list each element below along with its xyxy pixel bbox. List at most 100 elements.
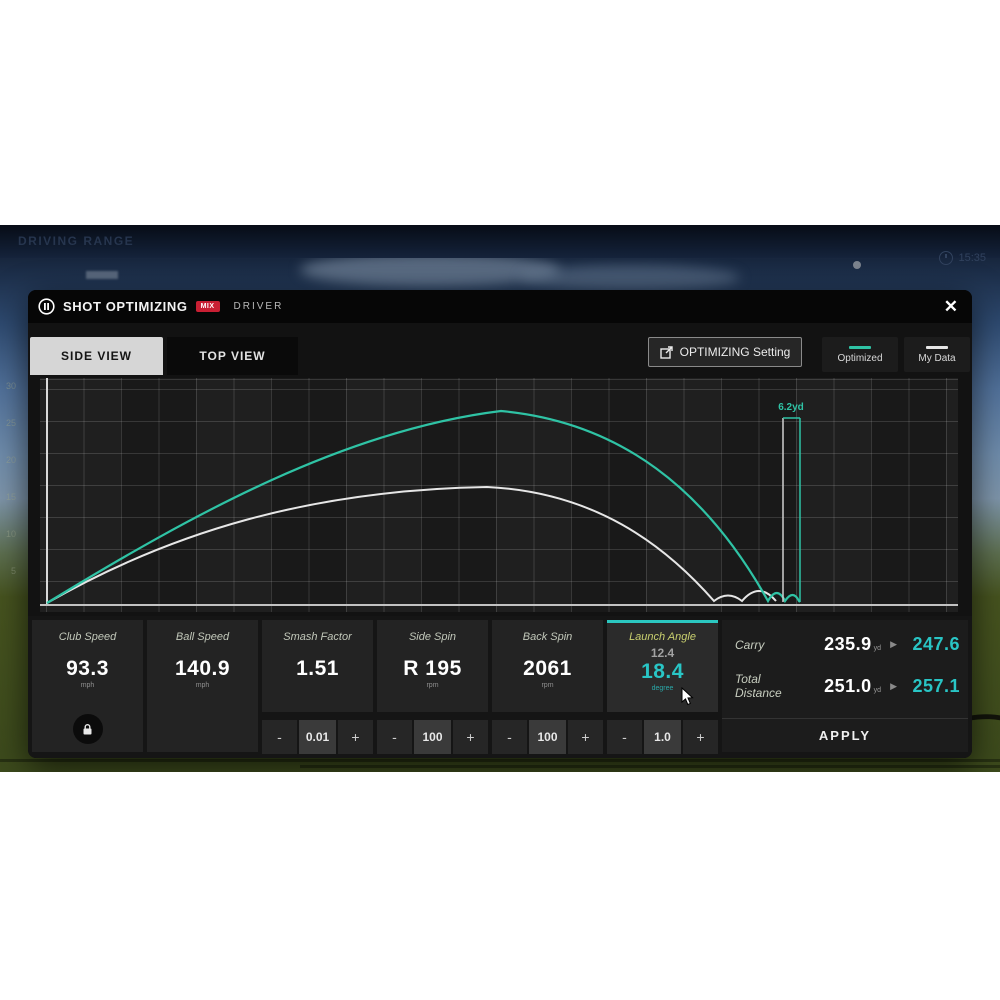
stat-value: 2061 xyxy=(523,657,572,680)
carry-row: Carry 235.9 yd ▶ 247.6 xyxy=(722,634,968,655)
app-mode-title: DRIVING RANGE xyxy=(18,234,135,248)
pause-circle-icon xyxy=(38,298,55,315)
stat-label: Launch Angle xyxy=(629,631,696,643)
step-value: 100 xyxy=(529,720,566,754)
arrow-icon: ▶ xyxy=(890,680,897,691)
close-icon[interactable]: ✕ xyxy=(943,297,958,316)
status-dot xyxy=(853,261,861,269)
legend-optimized-label: Optimized xyxy=(837,352,883,364)
lock-icon xyxy=(83,723,92,734)
stat-club-speed[interactable]: Club Speed 93.3 mph xyxy=(32,620,143,752)
my-data-curve xyxy=(46,485,777,604)
stat-label: Club Speed xyxy=(58,631,117,643)
stat-value: 1.51 xyxy=(296,657,339,680)
step-value: 0.01 xyxy=(299,720,336,754)
stat-previous-value: 12.4 xyxy=(650,646,675,660)
chart-y-axis xyxy=(46,378,48,605)
stat-ball-speed[interactable]: Ball Speed 140.9 mph xyxy=(147,620,258,752)
plus-button[interactable]: + xyxy=(338,720,373,754)
plus-button[interactable]: + xyxy=(568,720,603,754)
total-unit: yd xyxy=(873,686,882,694)
beta-badge: MIX xyxy=(195,301,220,312)
external-link-icon xyxy=(659,345,673,359)
tab-side-view[interactable]: SIDE VIEW xyxy=(30,337,163,375)
bg-axis-tick: 5 xyxy=(10,566,16,576)
background-ui-fragment xyxy=(86,271,118,279)
smash-factor-stepper: - 0.01 + xyxy=(262,720,373,754)
carry-label: Carry xyxy=(735,637,765,652)
grass-detail xyxy=(300,765,1000,768)
optimized-curve xyxy=(46,409,801,604)
bg-axis-tick: 30 xyxy=(5,381,16,391)
minus-button[interactable]: - xyxy=(492,720,527,754)
clock-icon xyxy=(939,251,954,265)
stat-unit: rpm xyxy=(541,682,554,689)
stat-value: 93.3 xyxy=(66,657,109,680)
optimizing-setting-button[interactable]: OPTIMIZING Setting xyxy=(648,337,802,367)
stat-value: 140.9 xyxy=(174,657,231,680)
total-current-value: 251.0 xyxy=(824,675,872,696)
plus-button[interactable]: + xyxy=(683,720,718,754)
carry-current-value: 235.9 xyxy=(824,634,872,654)
optimized-line-swatch xyxy=(849,345,871,349)
legend-my-data[interactable]: My Data xyxy=(904,337,970,372)
cloud xyxy=(520,265,740,291)
stat-unit: rpm xyxy=(426,682,439,689)
arrow-icon: ▶ xyxy=(890,639,897,649)
stat-back-spin[interactable]: Back Spin 2061 rpm xyxy=(492,620,603,712)
mouse-cursor xyxy=(681,687,694,706)
stat-smash-factor[interactable]: Smash Factor 1.51 xyxy=(262,620,373,712)
optimizing-setting-label: OPTIMIZING Setting xyxy=(679,345,791,359)
side-spin-stepper: - 100 + xyxy=(377,720,488,754)
cloud xyxy=(300,253,560,287)
my-data-line-swatch xyxy=(926,345,948,349)
stat-unit: mph xyxy=(80,682,95,689)
apply-button[interactable]: APPLY xyxy=(818,728,872,743)
driving-range-background: DRIVING RANGE 15:35 30 25 20 15 10 5 SHO… xyxy=(0,225,1000,772)
stat-unit: mph xyxy=(195,682,210,689)
bg-axis-tick: 20 xyxy=(5,455,16,465)
stat-launch-angle-selected[interactable]: Launch Angle 12.4 18.4 degree xyxy=(607,620,718,712)
total-distance-label: Total Distance xyxy=(735,672,782,700)
step-value: 1.0 xyxy=(644,720,681,754)
dialog-header: SHOT OPTIMIZING MIX DRIVER ✕ xyxy=(28,290,972,323)
carry-optimized-value: 247.6 xyxy=(912,634,960,654)
stat-label: Back Spin xyxy=(522,631,573,643)
stat-label: Side Spin xyxy=(408,631,457,643)
plus-button[interactable]: + xyxy=(453,720,488,754)
minus-button[interactable]: - xyxy=(607,720,642,754)
carry-unit: yd xyxy=(873,645,882,652)
legend-optimized[interactable]: Optimized xyxy=(822,337,898,372)
back-spin-stepper: - 100 + xyxy=(492,720,603,754)
background-axis-labels: 30 25 20 15 10 5 xyxy=(0,381,16,603)
grass-detail xyxy=(0,759,1000,762)
stat-label: Smash Factor xyxy=(283,631,352,643)
step-value: 100 xyxy=(414,720,451,754)
minus-button[interactable]: - xyxy=(262,720,297,754)
tab-top-view[interactable]: TOP VIEW xyxy=(167,337,298,375)
lock-button[interactable] xyxy=(72,714,103,744)
launch-angle-stepper: - 1.0 + xyxy=(607,720,718,754)
minus-button[interactable]: - xyxy=(377,720,412,754)
stat-label: Ball Speed xyxy=(175,631,230,643)
legend-my-data-label: My Data xyxy=(918,352,956,364)
chart-x-axis xyxy=(40,603,958,606)
stat-value: R 195 xyxy=(403,657,462,680)
stat-unit: degree xyxy=(651,685,674,692)
trajectory-chart: 6.2yd xyxy=(40,378,958,612)
bg-axis-tick: 25 xyxy=(5,418,16,428)
distance-gain-label: 6.2yd xyxy=(778,402,804,413)
stat-side-spin[interactable]: Side Spin R 195 rpm xyxy=(377,620,488,712)
total-distance-row: Total Distance 251.0 yd ▶ 257.1 xyxy=(722,672,968,700)
results-panel: Carry 235.9 yd ▶ 247.6 Total Distance 25… xyxy=(722,620,968,752)
bg-axis-tick: 15 xyxy=(5,492,16,502)
trajectory-curves: 6.2yd xyxy=(46,402,804,604)
stats-panel: Club Speed 93.3 mph Ball Speed 140.9 mph… xyxy=(28,616,972,758)
shot-optimizing-dialog: SHOT OPTIMIZING MIX DRIVER ✕ SIDE VIEW T… xyxy=(28,290,972,758)
total-optimized-value: 257.1 xyxy=(912,675,960,696)
selected-club-label: DRIVER xyxy=(233,301,284,312)
divider xyxy=(722,718,968,719)
clock-time: 15:35 xyxy=(958,252,986,264)
background-top-bar: DRIVING RANGE xyxy=(0,225,1000,258)
session-clock: 15:35 xyxy=(939,251,986,265)
